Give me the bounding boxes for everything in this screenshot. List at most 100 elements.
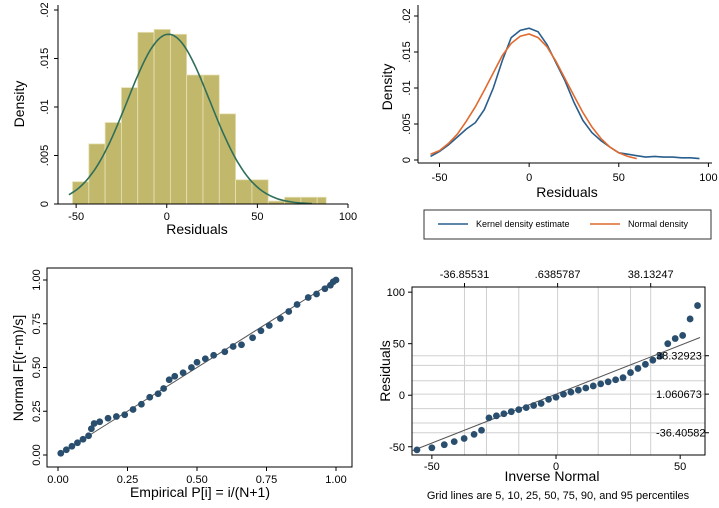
qq-point	[537, 400, 545, 407]
histogram-bar	[169, 33, 188, 205]
normal-curve	[68, 33, 312, 205]
y-tick-label: .02	[401, 8, 413, 23]
pp-point	[79, 435, 87, 443]
qq-point	[642, 360, 649, 368]
pp-point	[313, 290, 320, 298]
pp-point	[179, 369, 187, 377]
histogram-panel: -50 0 50 100 0 .005 .01 .015 .02 Residuals Dens…	[11, 2, 357, 237]
histogram-bar	[153, 28, 171, 205]
histogram-bar	[202, 74, 220, 205]
pp-point	[238, 341, 245, 349]
pp-point	[85, 432, 92, 440]
qq-point	[686, 315, 694, 323]
pp-point	[210, 351, 218, 359]
histogram-bar	[316, 196, 327, 205]
x-tick-label: 50	[251, 211, 263, 223]
pp-point	[96, 418, 104, 426]
y-axis-label: Density	[11, 81, 27, 128]
pp-point	[160, 385, 168, 392]
y-tick-label: 0.25	[31, 401, 43, 422]
qq-point	[612, 376, 620, 384]
pp-point	[74, 439, 81, 447]
x-tick-label: 50	[674, 461, 686, 473]
histogram-bar	[72, 181, 90, 205]
qq-point	[507, 408, 515, 416]
qq-point	[634, 365, 642, 372]
y-axis-label: Density	[379, 64, 395, 111]
histogram-bar	[186, 74, 204, 205]
y-axis-label: Residuals	[377, 340, 393, 401]
legend-label-kernel: Kernel density estimate	[476, 219, 570, 229]
pp-point	[285, 308, 293, 315]
qq-point	[567, 388, 575, 396]
y-tick-label: .005	[39, 145, 51, 166]
qq-point	[627, 369, 634, 376]
pp-point	[62, 446, 70, 454]
x-tick-label: 1.00	[325, 474, 346, 486]
qq-point	[582, 384, 590, 392]
y-axis-label: Normal F[(r-m)/s]	[10, 315, 26, 422]
legend: Kernel density estimate Normal density	[423, 209, 712, 240]
top-tick-label: 38.13247	[628, 269, 674, 281]
qq-point	[545, 395, 552, 403]
pp-point	[57, 449, 65, 457]
grid-note: Grid lines are 5, 10, 25, 50, 75, 90, an…	[427, 490, 690, 502]
qq-point	[664, 340, 672, 348]
pp-point	[171, 372, 179, 380]
x-tick-label: 100	[699, 172, 717, 184]
kernel-density-panel: -50 0 50 100 0 .005 .01 .015 .02 Residuals Dens…	[379, 5, 718, 240]
y-tick-label: 0	[401, 157, 413, 163]
y-tick-label: .005	[401, 113, 413, 134]
y-tick-label: 0.75	[31, 313, 43, 334]
y-tick-label: 0	[399, 390, 405, 402]
legend-label-normal: Normal density	[628, 219, 689, 229]
x-tick-label: 0	[526, 172, 532, 184]
pp-plot-panel: 0.00 0.25 0.50 0.75 1.00 0.00 0.25 0.50 0.75 1.0…	[10, 267, 353, 500]
pp-point	[221, 348, 229, 356]
pp-point	[68, 442, 76, 450]
pp-point	[332, 276, 340, 284]
qq-point	[440, 441, 448, 449]
qq-point	[428, 444, 436, 452]
qq-point	[656, 352, 664, 360]
pp-point	[104, 414, 112, 422]
qq-point	[619, 374, 627, 382]
x-tick-label: 100	[339, 211, 357, 223]
top-tick-label: .6385787	[535, 269, 581, 281]
pp-point	[138, 400, 145, 408]
x-tick-label: 0.00	[47, 474, 68, 486]
pp-point	[293, 301, 301, 308]
qq-point	[460, 435, 468, 442]
qq-point	[604, 378, 612, 386]
x-tick-label: 0	[553, 461, 559, 473]
right-tick-label: 38.32923	[656, 351, 702, 363]
pp-point	[154, 390, 162, 398]
pp-point	[112, 413, 120, 420]
y-tick-label: .015	[39, 48, 51, 69]
qq-point	[493, 412, 500, 420]
pp-point	[90, 420, 98, 427]
x-tick-label: -50	[432, 172, 448, 184]
y-tick-label: .02	[39, 2, 51, 17]
histogram-bar	[235, 179, 253, 205]
qq-point	[522, 404, 530, 411]
qq-plot-panel: -50 0 50 -50 0 50 100 -36.85531 .6385787 38.132…	[377, 269, 709, 502]
y-tick-label: 50	[393, 339, 405, 351]
x-axis-label: Inverse Normal	[505, 468, 600, 484]
qq-point	[500, 410, 508, 418]
qq-point	[671, 335, 679, 342]
pp-point	[277, 315, 284, 322]
qq-point	[515, 406, 523, 414]
histogram-bar	[218, 113, 237, 205]
qq-point	[597, 380, 605, 388]
qq-point	[470, 430, 478, 438]
qq-point	[485, 414, 493, 422]
x-tick-label: -50	[68, 211, 84, 223]
y-tick-label: .015	[401, 41, 413, 62]
qq-point	[413, 446, 421, 454]
x-tick-label: -50	[424, 461, 440, 473]
x-axis-label: Residuals	[166, 221, 227, 237]
pp-point	[165, 376, 173, 384]
x-tick-label: 0.25	[117, 474, 138, 486]
